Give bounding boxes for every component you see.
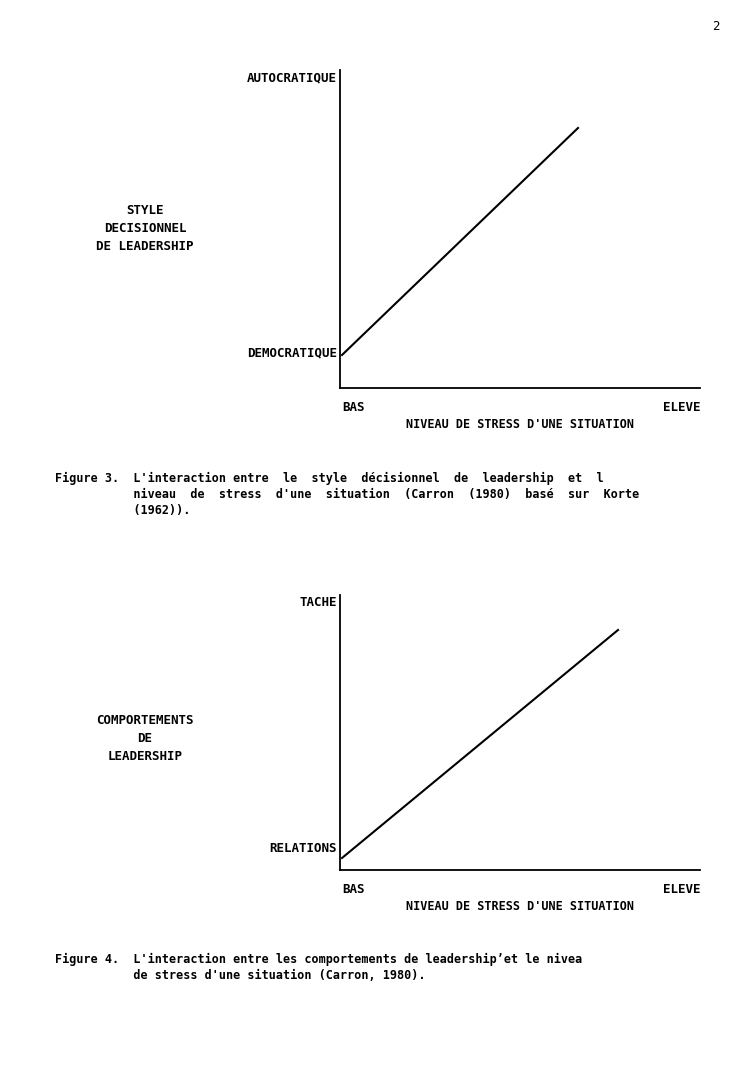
Text: STYLE: STYLE bbox=[127, 203, 163, 217]
Text: Figure 4.  L'interaction entre les comportements de leadership’et le nivea: Figure 4. L'interaction entre les compor… bbox=[55, 953, 582, 967]
Text: Figure 3.  L'interaction entre  le  style  décisionnel  de  leadership  et  l: Figure 3. L'interaction entre le style d… bbox=[55, 471, 604, 485]
Text: NIVEAU DE STRESS D'UNE SITUATION: NIVEAU DE STRESS D'UNE SITUATION bbox=[406, 900, 634, 913]
Text: COMPORTEMENTS: COMPORTEMENTS bbox=[96, 713, 194, 726]
Text: DE: DE bbox=[138, 731, 152, 744]
Text: niveau  de  stress  d'une  situation  (Carron  (1980)  basé  sur  Korte: niveau de stress d'une situation (Carron… bbox=[55, 488, 640, 500]
Text: NIVEAU DE STRESS D'UNE SITUATION: NIVEAU DE STRESS D'UNE SITUATION bbox=[406, 418, 634, 431]
Text: TACHE: TACHE bbox=[300, 596, 337, 610]
Text: (1962)).: (1962)). bbox=[55, 504, 191, 517]
Text: LEADERSHIP: LEADERSHIP bbox=[107, 750, 183, 763]
Text: DEMOCRATIQUE: DEMOCRATIQUE bbox=[247, 347, 337, 360]
Text: RELATIONS: RELATIONS bbox=[269, 842, 337, 855]
Text: DE LEADERSHIP: DE LEADERSHIP bbox=[96, 240, 194, 252]
Text: de stress d'une situation (Carron, 1980).: de stress d'une situation (Carron, 1980)… bbox=[55, 969, 425, 982]
Text: BAS: BAS bbox=[342, 401, 364, 413]
Text: DECISIONNEL: DECISIONNEL bbox=[104, 221, 186, 234]
Text: AUTOCRATIQUE: AUTOCRATIQUE bbox=[247, 72, 337, 85]
Text: ELEVE: ELEVE bbox=[662, 883, 700, 896]
Text: 2: 2 bbox=[712, 20, 720, 33]
Text: BAS: BAS bbox=[342, 883, 364, 896]
Text: ELEVE: ELEVE bbox=[662, 401, 700, 413]
